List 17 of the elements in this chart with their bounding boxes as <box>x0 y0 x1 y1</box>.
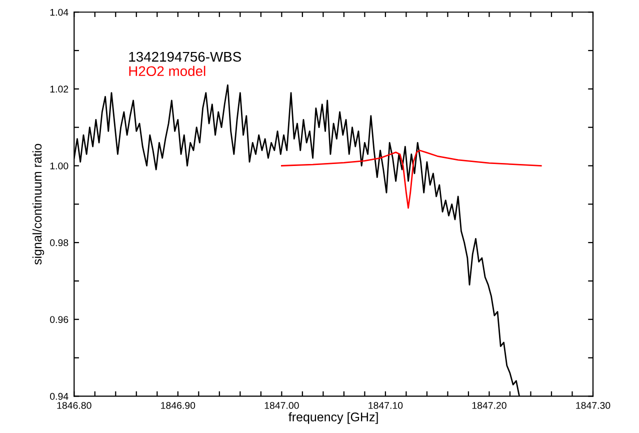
y-axis-title: signal/continuum ratio <box>32 144 44 265</box>
x-axis-title: frequency [GHz] <box>288 412 378 424</box>
line-series <box>280 150 542 209</box>
y-tick-label: 0.96 <box>50 316 68 323</box>
y-tick-label: 1.02 <box>50 86 68 93</box>
x-tick-label: 1847.30 <box>576 402 610 409</box>
text: H2O2 model <box>129 66 206 76</box>
x-tick-label: 1846.90 <box>161 402 196 409</box>
y-tick-label: 0.94 <box>50 392 68 400</box>
y-tick-label: 1.04 <box>50 8 68 16</box>
y-tick-label: 0.98 <box>50 239 68 246</box>
x-tick-label: 1847.10 <box>368 402 403 409</box>
x-tick-label: 1846.80 <box>57 402 92 409</box>
y-tick-label: 1.00 <box>50 162 68 170</box>
x-tick-label: 1847.20 <box>472 402 506 409</box>
series-label: 1342194756-WBS <box>129 52 241 62</box>
x-tick-label: 1847.00 <box>264 402 299 409</box>
